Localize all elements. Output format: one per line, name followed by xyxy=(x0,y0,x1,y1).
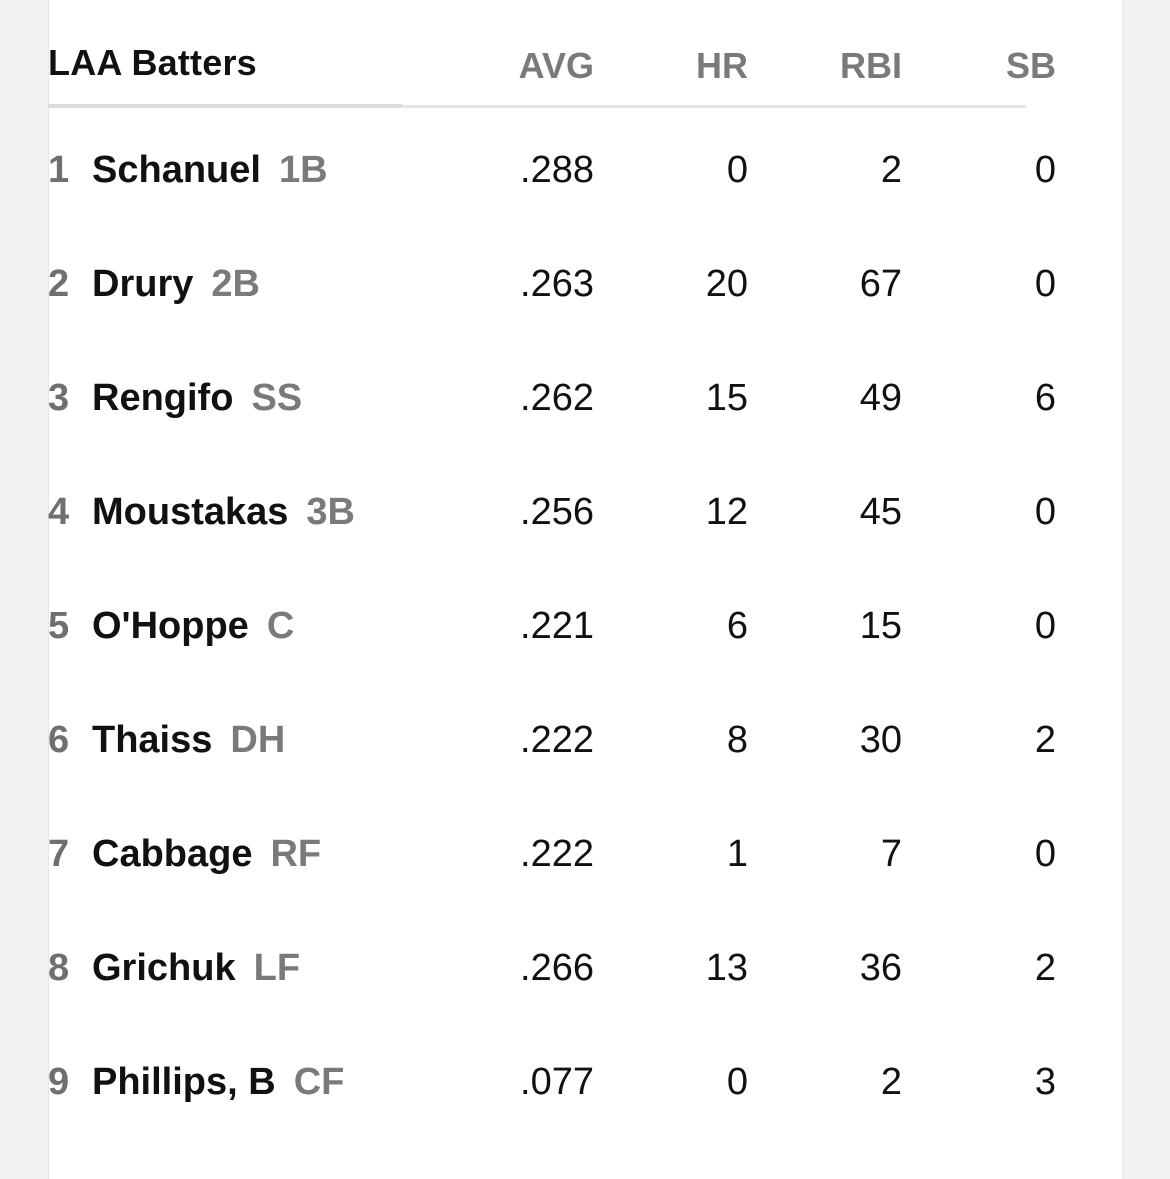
stat-avg: .256 xyxy=(520,491,594,533)
player-position: SS xyxy=(251,377,303,419)
stat-avg: .222 xyxy=(520,719,594,761)
batting-order: 2 xyxy=(48,263,70,305)
table-row[interactable]: 4 Moustakas 3B .256 12 45 0 xyxy=(48,448,1056,562)
player-name-cell[interactable]: Cabbage RF xyxy=(92,833,321,876)
player-name-cell[interactable]: Grichuk LF xyxy=(92,947,300,990)
batters-table: LAA Batters AVG HR RBI SB 1 Schanuel 1B .… xyxy=(48,0,1056,1132)
player-name-cell[interactable]: Schanuel 1B xyxy=(92,149,328,192)
batting-order: 5 xyxy=(48,605,70,647)
player-position: LF xyxy=(253,947,301,989)
stat-avg: .222 xyxy=(520,833,594,875)
stat-rbi: 15 xyxy=(859,605,902,647)
batting-order: 9 xyxy=(48,1061,70,1103)
batting-order: 8 xyxy=(48,947,70,989)
stat-sb: 0 xyxy=(1034,605,1056,647)
stat-rbi: 2 xyxy=(880,149,902,191)
stat-rbi: 2 xyxy=(880,1061,902,1103)
table-row[interactable]: 5 O'Hoppe C .221 6 15 0 xyxy=(48,562,1056,676)
batters-card xyxy=(48,0,1123,1179)
batting-order: 3 xyxy=(48,377,70,419)
stat-rbi: 30 xyxy=(859,719,902,761)
stat-hr: 1 xyxy=(726,833,748,875)
table-row[interactable]: 8 Grichuk LF .266 13 36 2 xyxy=(48,904,1056,1018)
stat-sb: 3 xyxy=(1034,1061,1056,1103)
stat-hr: 0 xyxy=(726,149,748,191)
col-header-hr: HR xyxy=(696,45,748,86)
stat-avg: .077 xyxy=(520,1061,594,1103)
batting-order: 7 xyxy=(48,833,70,875)
player-name-cell[interactable]: Moustakas 3B xyxy=(92,491,355,534)
table-row[interactable]: 2 Drury 2B .263 20 67 0 xyxy=(48,220,1056,334)
table-row[interactable]: 6 Thaiss DH .222 8 30 2 xyxy=(48,676,1056,790)
stat-hr: 20 xyxy=(705,263,748,305)
player-position: DH xyxy=(230,719,286,761)
stat-rbi: 49 xyxy=(859,377,902,419)
table-row[interactable]: 7 Cabbage RF .222 1 7 0 xyxy=(48,790,1056,904)
stat-rbi: 36 xyxy=(859,947,902,989)
stat-sb: 2 xyxy=(1034,947,1056,989)
player-name[interactable]: Drury xyxy=(92,263,194,305)
col-header-rbi: RBI xyxy=(840,45,902,86)
stat-rbi: 45 xyxy=(859,491,902,533)
stat-sb: 0 xyxy=(1034,491,1056,533)
stat-sb: 6 xyxy=(1034,377,1056,419)
player-name[interactable]: Cabbage xyxy=(92,833,253,875)
player-name[interactable]: O'Hoppe xyxy=(92,605,249,647)
stat-hr: 0 xyxy=(726,1061,748,1103)
player-position: 3B xyxy=(306,491,355,533)
player-name[interactable]: Moustakas xyxy=(92,491,289,533)
stat-hr: 12 xyxy=(705,491,748,533)
stat-sb: 2 xyxy=(1034,719,1056,761)
stat-rbi: 67 xyxy=(859,263,902,305)
player-name[interactable]: Rengifo xyxy=(92,377,234,419)
player-position: RF xyxy=(270,833,322,875)
batting-order: 6 xyxy=(48,719,70,761)
stat-hr: 13 xyxy=(705,947,748,989)
player-name-cell[interactable]: O'Hoppe C xyxy=(92,605,294,648)
player-position: C xyxy=(266,605,295,647)
stat-avg: .266 xyxy=(520,947,594,989)
batting-order: 4 xyxy=(48,491,70,533)
table-row[interactable]: 1 Schanuel 1B .288 0 2 0 xyxy=(48,106,1056,220)
player-name-cell[interactable]: Rengifo SS xyxy=(92,377,302,420)
table-header: LAA Batters AVG HR RBI SB xyxy=(48,0,1056,108)
col-header-avg: AVG xyxy=(518,45,594,86)
col-header-sb: SB xyxy=(1005,45,1056,86)
stat-avg: .221 xyxy=(520,605,594,647)
stat-sb: 0 xyxy=(1034,263,1056,305)
stat-avg: .263 xyxy=(520,263,594,305)
player-name[interactable]: Schanuel xyxy=(92,149,261,191)
table-row[interactable]: 3 Rengifo SS .262 15 49 6 xyxy=(48,334,1056,448)
player-name-cell[interactable]: Thaiss DH xyxy=(92,719,285,762)
player-name[interactable]: Phillips, B xyxy=(92,1061,276,1103)
stat-hr: 15 xyxy=(705,377,748,419)
player-name-cell[interactable]: Drury 2B xyxy=(92,263,260,306)
table-row[interactable]: 9 Phillips, B CF .077 0 2 3 xyxy=(48,1018,1056,1132)
player-position: 2B xyxy=(211,263,260,305)
stat-avg: .288 xyxy=(520,149,594,191)
stat-rbi: 7 xyxy=(880,833,902,875)
player-position: 1B xyxy=(278,149,328,191)
stat-sb: 0 xyxy=(1034,833,1056,875)
player-name[interactable]: Thaiss xyxy=(92,719,213,761)
player-position: CF xyxy=(293,1061,345,1103)
batting-order: 1 xyxy=(48,149,70,191)
player-name-cell[interactable]: Phillips, B CF xyxy=(92,1061,344,1104)
stat-hr: 8 xyxy=(726,719,748,761)
team-label: LAA Batters xyxy=(48,42,257,83)
stat-sb: 0 xyxy=(1034,149,1056,191)
header-divider-right xyxy=(402,105,1026,108)
header-divider-left xyxy=(48,104,402,108)
player-name[interactable]: Grichuk xyxy=(92,947,236,989)
stat-avg: .262 xyxy=(520,377,594,419)
stat-hr: 6 xyxy=(726,605,748,647)
